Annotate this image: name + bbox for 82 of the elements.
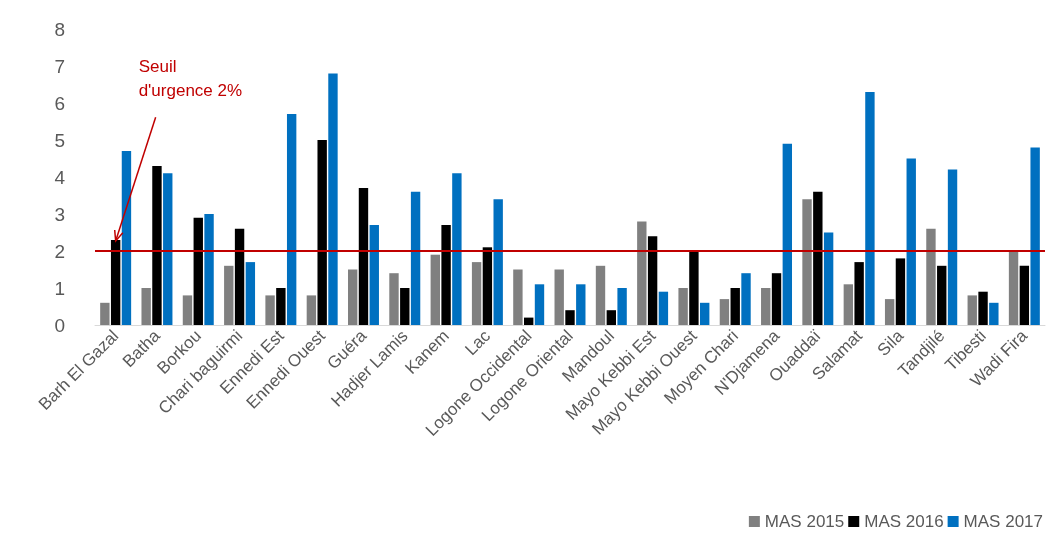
bar <box>741 273 751 325</box>
bar <box>1030 147 1040 325</box>
bar <box>328 73 338 325</box>
y-tick-label: 0 <box>54 314 65 336</box>
y-tick-label: 3 <box>54 203 65 225</box>
bar <box>276 288 286 325</box>
bar <box>865 91 875 325</box>
bar <box>719 299 730 325</box>
bar <box>843 284 854 325</box>
y-tick-label: 5 <box>54 129 65 151</box>
y-tick-label: 4 <box>54 166 66 188</box>
bar <box>306 295 317 325</box>
bar <box>947 169 958 325</box>
bar <box>658 291 669 325</box>
bar <box>989 302 999 325</box>
bar <box>926 228 936 325</box>
bar <box>813 191 823 325</box>
bar <box>617 288 627 325</box>
bar <box>121 151 132 325</box>
bar <box>286 114 297 325</box>
bar <box>358 188 369 325</box>
bar <box>493 199 503 325</box>
bar <box>606 310 616 325</box>
bar <box>234 228 245 325</box>
y-tick-label: 6 <box>54 92 65 114</box>
bar <box>193 217 203 325</box>
bar <box>369 225 379 325</box>
bar <box>513 269 523 325</box>
bar <box>224 265 234 325</box>
bar <box>410 191 421 325</box>
legend-label: MAS 2015 <box>764 512 845 531</box>
bar <box>141 288 151 325</box>
bar <box>182 295 193 325</box>
bar <box>400 288 410 325</box>
bar <box>204 214 214 325</box>
bar <box>565 310 575 325</box>
bar <box>347 269 358 325</box>
bar <box>100 302 110 325</box>
legend-label: MAS 2016 <box>864 512 944 531</box>
bar <box>678 288 688 325</box>
bar <box>1019 265 1030 325</box>
bar <box>1008 251 1019 325</box>
bar <box>482 247 493 325</box>
bar <box>771 273 782 325</box>
bar <box>906 158 916 325</box>
bar <box>647 236 658 325</box>
bar <box>452 173 462 325</box>
bar <box>689 251 699 325</box>
bar <box>110 239 121 325</box>
ref-line-label: Seuil d'urgence 2% <box>138 56 243 100</box>
bar <box>782 143 793 325</box>
bar <box>761 288 771 325</box>
bar <box>595 265 606 325</box>
bar <box>637 221 647 325</box>
y-tick-label: 8 <box>54 18 65 40</box>
bar <box>524 317 534 325</box>
y-tick-label: 7 <box>54 55 65 77</box>
bar <box>700 302 710 325</box>
bar <box>967 295 977 325</box>
bar <box>317 140 327 325</box>
bar <box>884 299 895 325</box>
bar <box>978 291 988 325</box>
bar <box>534 284 545 325</box>
bar <box>163 173 173 325</box>
bar <box>430 254 440 325</box>
legend-label: MAS 2017 <box>963 512 1044 531</box>
bar <box>576 284 586 325</box>
bar <box>265 295 275 325</box>
bar <box>802 199 812 325</box>
bar <box>937 265 947 325</box>
y-tick-label: 1 <box>54 277 65 299</box>
bar <box>441 225 451 325</box>
bar <box>389 273 399 325</box>
bar <box>730 288 740 325</box>
bar <box>823 232 834 325</box>
bar <box>152 165 162 325</box>
bar <box>895 258 906 325</box>
bar <box>854 262 864 325</box>
bar <box>554 269 564 325</box>
bar <box>471 262 482 325</box>
bar <box>245 262 256 325</box>
y-tick-label: 2 <box>54 240 65 262</box>
